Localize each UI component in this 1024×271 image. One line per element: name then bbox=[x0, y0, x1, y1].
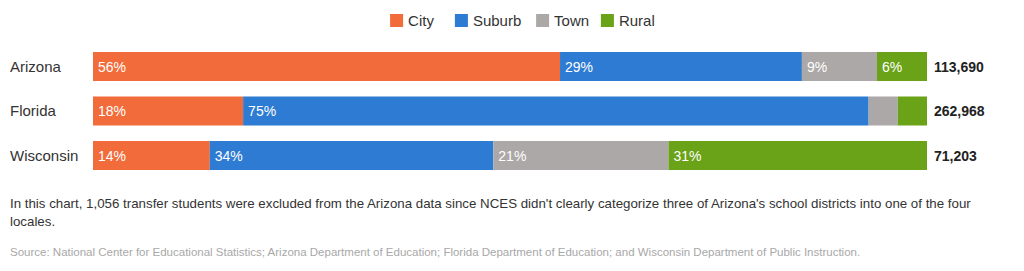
data-label: 18% bbox=[98, 103, 126, 119]
data-label: 21% bbox=[498, 148, 526, 164]
legend-label: Rural bbox=[619, 12, 655, 29]
total-label: 71,203 bbox=[934, 148, 977, 164]
bar-segment bbox=[668, 141, 927, 170]
legend-label: City bbox=[408, 12, 434, 29]
legend-label: Town bbox=[554, 12, 589, 29]
note: In this chart, 1,056 transfer students w… bbox=[10, 196, 971, 211]
legend-swatch bbox=[390, 14, 403, 27]
bar-segment bbox=[93, 141, 210, 170]
category-label: Arizona bbox=[10, 58, 62, 75]
legend-swatch bbox=[601, 14, 614, 27]
data-label: 56% bbox=[98, 59, 126, 75]
data-label: 29% bbox=[565, 59, 593, 75]
bar-segment bbox=[243, 97, 869, 126]
total-label: 113,690 bbox=[934, 59, 984, 75]
bar-segment bbox=[869, 97, 898, 126]
category-label: Wisconsin bbox=[10, 147, 78, 164]
bar-segment bbox=[93, 97, 243, 126]
bar-segment bbox=[802, 52, 877, 81]
bar-segment bbox=[210, 141, 494, 170]
legend-label: Suburb bbox=[473, 12, 521, 29]
data-label: 6% bbox=[882, 59, 902, 75]
bars bbox=[93, 52, 927, 170]
data-label: 34% bbox=[215, 148, 243, 164]
data-labels: 56% 29% 9% 6% 18% 75% 14% 34% 21% 31% bbox=[98, 59, 902, 164]
legend-swatch bbox=[455, 14, 468, 27]
source: Source: National Center for Educational … bbox=[10, 246, 860, 258]
bar-segment bbox=[93, 52, 560, 81]
bar-segment bbox=[877, 52, 927, 81]
data-label: 9% bbox=[807, 59, 827, 75]
data-label: 31% bbox=[673, 148, 701, 164]
total-label: 262,968 bbox=[934, 103, 985, 119]
note: locales. bbox=[10, 214, 55, 229]
category-label: Florida bbox=[10, 102, 57, 119]
legend-swatch bbox=[536, 14, 549, 27]
data-label: 75% bbox=[248, 103, 276, 119]
bar-segment bbox=[560, 52, 802, 81]
chart: City Suburb Town Rural 56% 29% 9% 6% 18% 75% 14% 34… bbox=[0, 0, 1024, 271]
data-label: 14% bbox=[98, 148, 126, 164]
bar-segment bbox=[493, 141, 668, 170]
legend: City Suburb Town Rural bbox=[390, 12, 655, 29]
bar-segment bbox=[898, 97, 927, 126]
